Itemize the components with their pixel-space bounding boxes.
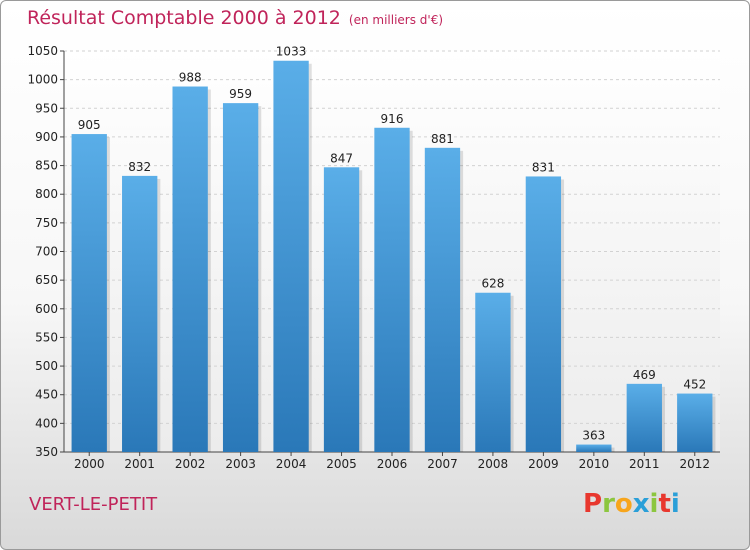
- y-tick-label: 650: [35, 273, 58, 287]
- x-tick-label: 2000: [74, 457, 105, 471]
- x-tick-label: 2006: [377, 457, 408, 471]
- chart-subtitle: (en milliers d'€): [348, 13, 444, 27]
- bar: [323, 167, 360, 453]
- bar-value-label: 1033: [276, 45, 307, 59]
- bar-value-label: 881: [431, 132, 454, 146]
- y-tick-label: 400: [35, 416, 58, 430]
- bar: [525, 176, 562, 452]
- x-tick-label: 2005: [326, 457, 357, 471]
- bar-value-label: 832: [128, 160, 151, 174]
- y-tick-label: 800: [35, 187, 58, 201]
- logo-letter: o: [614, 489, 633, 519]
- bar: [424, 147, 461, 452]
- bar-value-label: 847: [330, 151, 353, 165]
- bar-value-label: 959: [229, 87, 252, 101]
- y-tick-label: 350: [35, 445, 58, 459]
- x-tick-label: 2009: [528, 457, 559, 471]
- bar: [222, 103, 259, 452]
- x-tick-label: 2012: [679, 457, 710, 471]
- y-tick-label: 500: [35, 359, 58, 373]
- x-tick-label: 2003: [225, 457, 256, 471]
- logo-letter: i: [670, 489, 680, 519]
- x-tick-label: 2010: [579, 457, 610, 471]
- bar: [576, 444, 612, 452]
- bar-value-label: 916: [381, 112, 404, 126]
- bar-value-label: 905: [78, 118, 101, 132]
- y-tick-label: 1050: [27, 44, 58, 58]
- bar: [71, 134, 107, 453]
- bar: [122, 175, 158, 452]
- y-tick-label: 700: [35, 245, 58, 259]
- bar-value-label: 988: [179, 71, 202, 85]
- logo-letter: x: [632, 489, 650, 519]
- x-tick-label: 2007: [427, 457, 458, 471]
- x-tick-label: 2011: [629, 457, 660, 471]
- y-tick-label: 550: [35, 330, 58, 344]
- logo-letter: r: [602, 489, 615, 519]
- bar-value-label: 831: [532, 160, 555, 174]
- logo-letter: t: [658, 489, 671, 519]
- y-tick-label: 450: [35, 388, 58, 402]
- bar-value-label: 628: [481, 277, 504, 291]
- bar: [273, 60, 309, 452]
- y-tick-label: 950: [35, 101, 58, 115]
- y-tick-label: 1000: [27, 73, 58, 87]
- bar: [374, 127, 410, 453]
- y-tick-label: 600: [35, 302, 58, 316]
- commune-name: VERT-LE-PETIT: [29, 494, 158, 515]
- logo-letter: P: [583, 489, 603, 519]
- y-tick-label: 900: [35, 130, 58, 144]
- bar: [475, 292, 511, 452]
- bar: [626, 383, 662, 452]
- bar-value-label: 363: [582, 429, 605, 443]
- x-tick-label: 2004: [276, 457, 307, 471]
- logo-letter: i: [649, 489, 659, 519]
- proxiti-logo[interactable]: Proxiti: [583, 489, 680, 519]
- chart-title: Résultat Comptable 2000 à 2012 (en millie…: [27, 7, 443, 29]
- bar-value-label: 469: [633, 368, 656, 382]
- x-tick-label: 2002: [175, 457, 206, 471]
- bar: [172, 86, 208, 452]
- x-tick-label: 2008: [478, 457, 509, 471]
- bar: [677, 393, 713, 452]
- y-tick-label: 850: [35, 159, 58, 173]
- x-tick-label: 2001: [124, 457, 155, 471]
- y-tick-label: 750: [35, 216, 58, 230]
- chart-title-text: Résultat Comptable 2000 à 2012: [27, 7, 341, 29]
- bar-value-label: 452: [683, 378, 706, 392]
